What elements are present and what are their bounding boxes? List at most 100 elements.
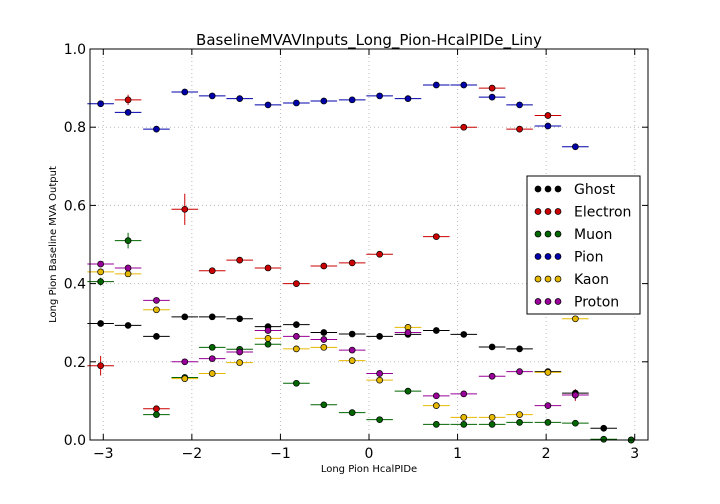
data-point <box>348 330 356 338</box>
data-point <box>600 435 608 443</box>
data-point <box>181 205 189 213</box>
legend-marker <box>544 275 552 283</box>
y-tick-label: 0.0 <box>64 433 86 449</box>
data-point <box>376 250 383 258</box>
data-point <box>488 84 496 92</box>
data-point <box>181 375 189 382</box>
data-point <box>208 313 216 321</box>
data-point <box>208 355 216 363</box>
data-point <box>181 313 189 321</box>
data-point <box>348 96 356 104</box>
legend-label: Pion <box>574 250 603 266</box>
legend-label: Proton <box>574 295 619 311</box>
data-point <box>460 390 468 398</box>
data-point <box>97 278 104 285</box>
data-point <box>572 143 579 151</box>
legend-marker <box>544 208 552 215</box>
data-point <box>376 92 383 100</box>
data-point <box>460 421 468 428</box>
axis-ticks: −3 −2 −1 0 1 2 3 0.0 0.2 0.4 0.6 0.8 1.0 <box>64 42 648 462</box>
data-point <box>264 340 272 348</box>
data-point <box>181 358 189 366</box>
legend-marker <box>554 230 562 238</box>
data-point <box>488 343 496 351</box>
x-tick-label: 2 <box>542 446 551 462</box>
data-point <box>97 100 104 108</box>
data-point <box>97 268 104 276</box>
data-point <box>208 92 216 100</box>
data-point <box>432 233 440 241</box>
data-point <box>320 336 328 343</box>
data-point <box>572 419 579 427</box>
data-point <box>293 345 300 353</box>
data-point <box>516 345 523 353</box>
legend-marker <box>544 185 552 193</box>
data-point <box>376 333 383 340</box>
legend-marker <box>534 208 542 215</box>
legend-label: Kaon <box>574 272 609 288</box>
data-point <box>432 327 440 334</box>
data-point <box>208 267 216 275</box>
data-point <box>153 125 160 133</box>
data-point <box>376 416 383 424</box>
legend-label: Ghost <box>574 182 616 198</box>
data-point <box>460 331 468 338</box>
data-point <box>572 391 579 399</box>
data-point <box>124 108 132 116</box>
data-point <box>264 334 272 342</box>
data-point <box>264 264 272 272</box>
data-point <box>124 322 132 329</box>
data-point <box>124 237 132 244</box>
data-point <box>544 369 552 376</box>
legend-marker <box>534 298 542 305</box>
data-point <box>488 93 496 101</box>
data-point <box>153 306 160 314</box>
x-tick-label: −1 <box>270 446 291 462</box>
data-point <box>236 95 244 103</box>
data-point <box>572 315 579 323</box>
data-point <box>153 333 160 340</box>
legend-marker <box>544 230 552 238</box>
x-tick-label: −2 <box>182 446 203 462</box>
x-tick-label: 1 <box>453 446 462 462</box>
data-point <box>264 101 272 109</box>
data-point <box>293 379 300 387</box>
data-point <box>236 348 244 356</box>
data-point <box>236 256 244 264</box>
data-point <box>544 419 552 426</box>
y-tick-label: 0.8 <box>64 120 86 136</box>
y-axis-label: Long Pion Baseline MVA Output <box>48 166 59 323</box>
data-point <box>320 329 328 336</box>
data-point <box>320 97 328 105</box>
data-point <box>320 343 328 351</box>
data-point <box>153 411 160 418</box>
data-point <box>348 346 356 354</box>
data-point <box>124 270 132 278</box>
data-point <box>181 88 189 96</box>
legend-marker <box>554 253 562 260</box>
data-point <box>153 405 160 413</box>
data-point <box>432 392 440 400</box>
legend-marker <box>544 253 552 260</box>
legend-marker <box>544 298 552 305</box>
data-point <box>153 297 160 304</box>
legend-marker <box>554 208 562 215</box>
data-point <box>348 259 356 267</box>
y-tick-label: 0.6 <box>64 198 86 214</box>
data-point <box>516 125 523 133</box>
data-point <box>460 123 468 131</box>
data-point <box>236 359 244 366</box>
data-point <box>600 424 608 432</box>
legend-marker <box>534 185 542 193</box>
data-point <box>97 260 104 268</box>
legend-label: Muon <box>574 227 612 243</box>
legend-marker <box>534 230 542 238</box>
data-point <box>460 413 468 421</box>
data-point <box>293 321 300 329</box>
data-point <box>516 411 523 418</box>
x-tick-label: 0 <box>365 446 374 462</box>
data-point <box>404 329 412 336</box>
data-point <box>376 376 383 384</box>
data-point <box>293 333 300 340</box>
